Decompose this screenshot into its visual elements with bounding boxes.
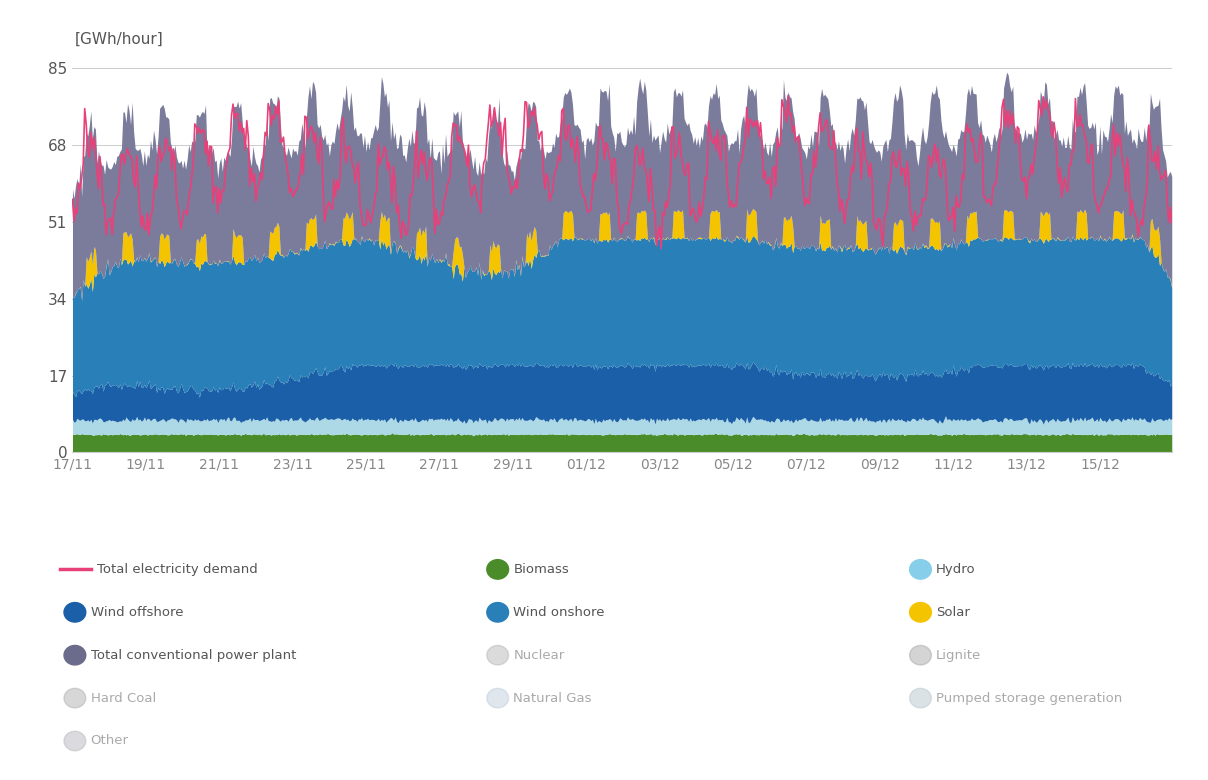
Text: Lignite: Lignite — [936, 649, 981, 661]
Text: Natural Gas: Natural Gas — [513, 692, 592, 704]
Text: Total conventional power plant: Total conventional power plant — [91, 649, 296, 661]
Text: Hard Coal: Hard Coal — [91, 692, 156, 704]
Text: Hydro: Hydro — [936, 563, 976, 576]
Text: Solar: Solar — [936, 606, 970, 619]
Text: Pumped storage generation: Pumped storage generation — [936, 692, 1122, 704]
Text: Wind offshore: Wind offshore — [91, 606, 184, 619]
Text: Nuclear: Nuclear — [513, 649, 564, 661]
Text: Other: Other — [91, 735, 128, 747]
Text: Wind onshore: Wind onshore — [513, 606, 605, 619]
Text: Total electricity demand: Total electricity demand — [97, 563, 257, 576]
Text: Biomass: Biomass — [513, 563, 569, 576]
Text: [GWh/hour]: [GWh/hour] — [75, 32, 163, 47]
